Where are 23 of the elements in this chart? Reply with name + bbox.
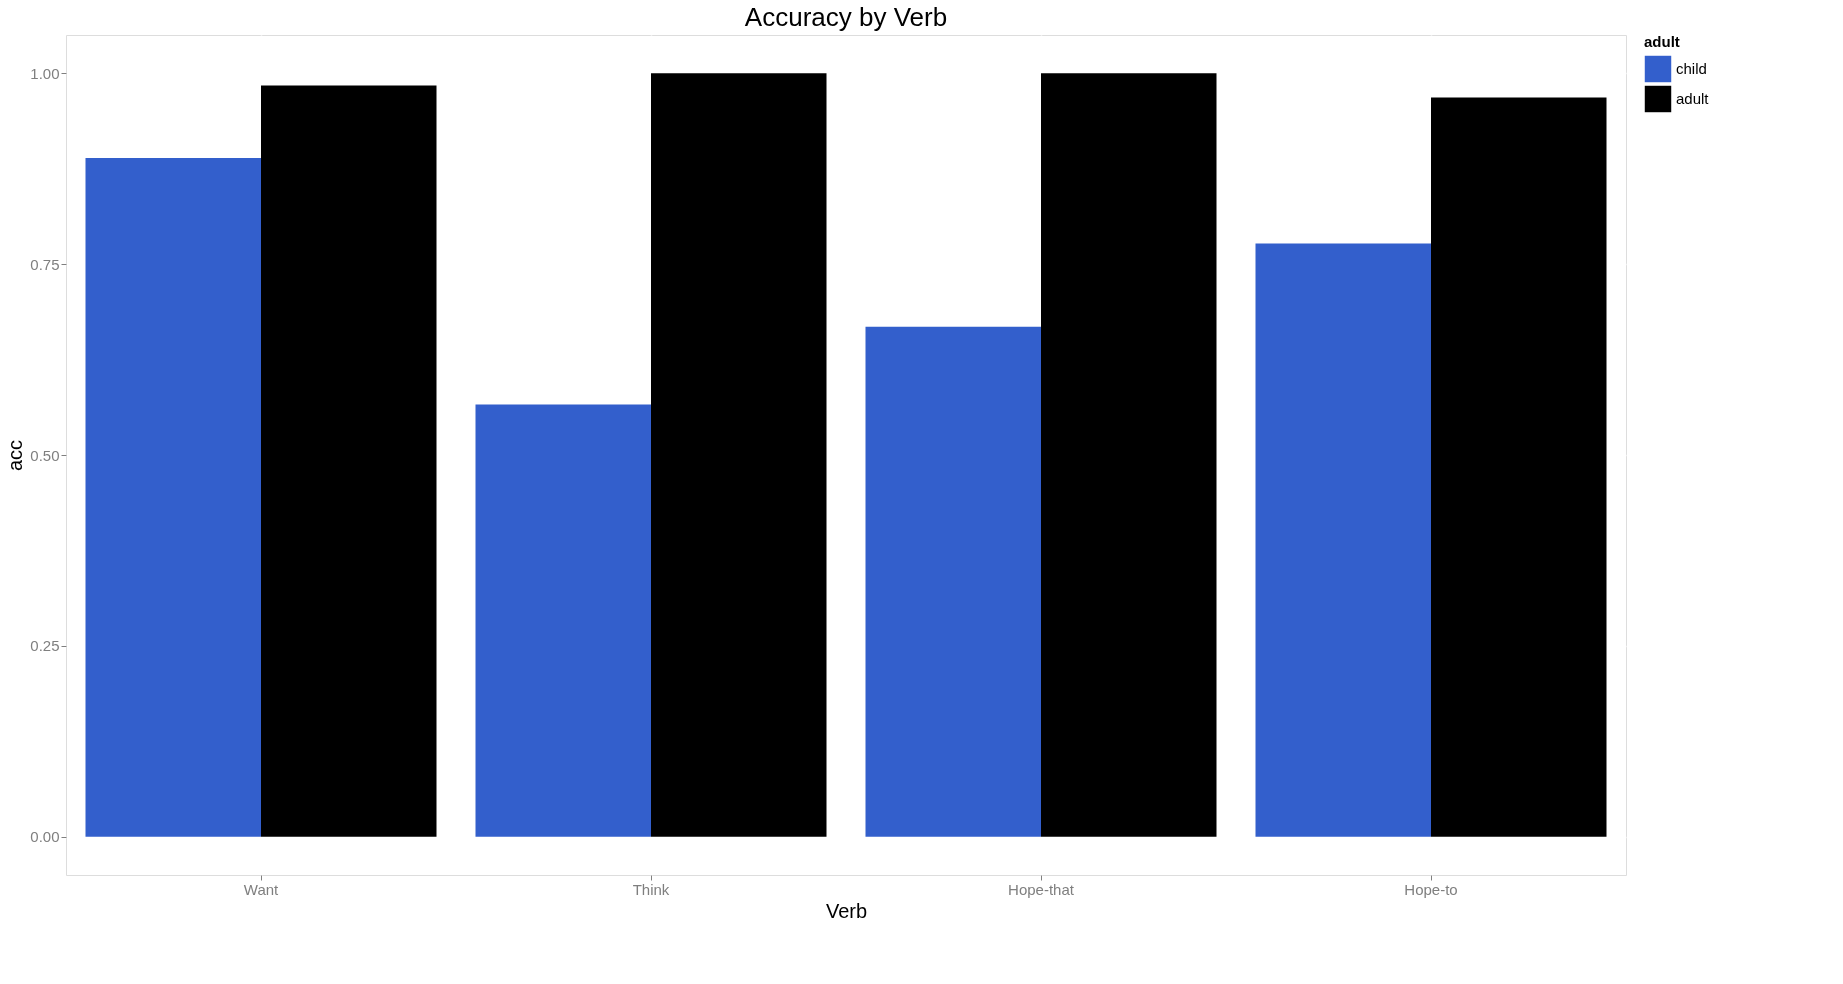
legend-title: adult [1644, 33, 1680, 50]
y-tick-label: 0.75 [30, 255, 60, 273]
x-tick-label: Think [632, 880, 670, 898]
bar [651, 73, 827, 837]
legend-label: adult [1676, 90, 1710, 107]
chart-title: Accuracy by Verb [744, 2, 948, 32]
y-axis-title: acc [4, 439, 27, 472]
x-tick-label: Hope-to [1404, 880, 1458, 898]
y-tick-label: 0.25 [30, 637, 60, 655]
x-tick-label: Hope-that [1008, 880, 1075, 898]
bar [865, 326, 1041, 837]
legend-label: child [1676, 60, 1707, 77]
bar [85, 157, 261, 837]
bar [1255, 243, 1431, 837]
x-tick-label: Want [243, 880, 280, 898]
bar [261, 85, 437, 837]
x-axis-title: Verb [825, 899, 868, 922]
y-tick-label: 1.00 [30, 64, 60, 82]
y-tick-label: 0.00 [30, 828, 60, 846]
y-tick-label: 0.50 [30, 446, 60, 464]
bar [1431, 97, 1607, 837]
bar [1041, 73, 1217, 837]
bar [475, 404, 651, 837]
